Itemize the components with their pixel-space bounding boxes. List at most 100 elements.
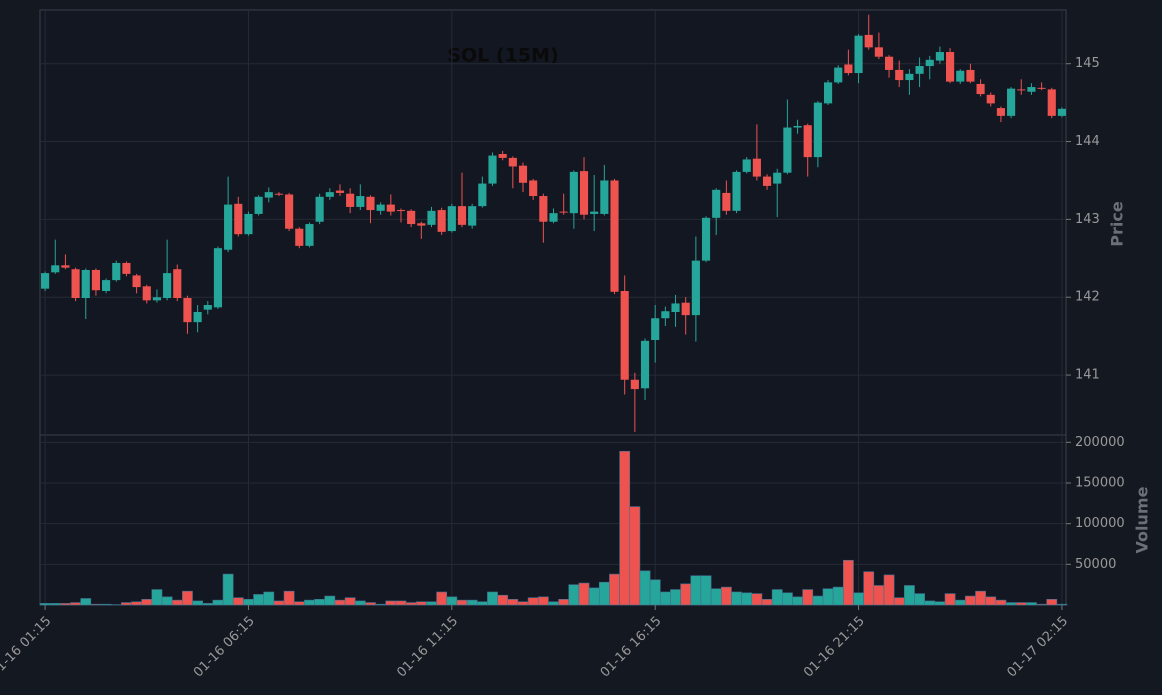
candle-body [315, 196, 324, 222]
candle-body [773, 172, 782, 184]
candle-body [1057, 108, 1066, 116]
volume-bar [283, 590, 295, 606]
candle-body [793, 125, 802, 128]
candle-body [386, 204, 395, 212]
volume-bar [609, 573, 620, 606]
candle-body [498, 154, 507, 158]
volume-bar [415, 601, 427, 606]
volume-bar [659, 591, 671, 606]
candle-body [244, 213, 253, 235]
volume-bar [365, 602, 376, 606]
candle-body [783, 127, 792, 173]
volume-bar [832, 586, 844, 606]
volume-bar [121, 602, 132, 606]
volume-bar [375, 603, 387, 606]
volume-bar [639, 570, 651, 606]
volume-bar [558, 599, 570, 606]
candle-body [529, 180, 538, 197]
volume-bar [222, 573, 234, 606]
candle-body [834, 67, 843, 83]
candle-body [986, 94, 995, 104]
candle-body [803, 125, 812, 158]
candle-body [915, 66, 924, 74]
volume-bar [995, 599, 1007, 606]
candle-body [274, 193, 284, 195]
candle-body [417, 223, 426, 226]
volume-bar [395, 600, 407, 606]
volume-bar [761, 599, 773, 606]
chart-title: SOL (15M) [447, 45, 558, 67]
volume-bar [812, 595, 824, 606]
x-tick-label: 01-16 01:15 [0, 614, 54, 681]
y-tick-label: 50000 [1075, 557, 1116, 572]
volume-axis-label: Volume [1133, 486, 1152, 553]
candle-body [213, 248, 223, 308]
candle-body [630, 379, 639, 390]
candle-body [457, 206, 467, 225]
candle-body [661, 311, 670, 319]
candle-body [437, 210, 446, 232]
y-tick-label: 150000 [1075, 475, 1125, 490]
candle-body [1047, 89, 1056, 116]
candle-body [895, 69, 904, 81]
candle-body [854, 35, 863, 74]
candle-body [366, 196, 375, 211]
volume-bar [344, 597, 356, 606]
candle-body [1017, 89, 1026, 91]
volume-bar [965, 595, 976, 606]
candle-body [254, 196, 263, 214]
candle-body [549, 213, 558, 222]
volume-bar [720, 586, 732, 606]
price-panel [39, 9, 1067, 436]
price-axis-label: Price [1108, 201, 1127, 247]
volume-bar [253, 594, 265, 606]
candle-body [305, 224, 314, 246]
volume-bar [548, 601, 559, 606]
candle-body [712, 189, 721, 218]
y-tick-label: 143 [1075, 212, 1100, 227]
volume-bar [446, 596, 458, 606]
volume-bar [171, 599, 183, 606]
volume-bar [314, 599, 326, 606]
candle-body [691, 260, 700, 316]
candle-body [610, 180, 619, 292]
volume-bar [100, 603, 112, 606]
candle-body [1027, 87, 1036, 92]
volume-bar [426, 601, 437, 606]
volume-bar [202, 603, 214, 606]
volume-bar [822, 588, 834, 606]
volume-bar [405, 602, 417, 606]
volume-bar [80, 598, 92, 606]
candle-body [590, 211, 599, 214]
candle-body [701, 217, 711, 261]
volume-bar [497, 594, 509, 606]
candle-body [966, 69, 975, 82]
volume-bar [904, 585, 915, 606]
volume-bar [731, 591, 742, 606]
candle-body [335, 190, 345, 193]
y-tick-label: 200000 [1075, 435, 1125, 450]
volume-bar [954, 599, 966, 606]
volume-bar [466, 599, 478, 606]
candle-body [732, 171, 741, 211]
candle-body [142, 286, 151, 301]
volume-panel [39, 434, 1067, 606]
volume-bar [60, 603, 71, 606]
candle-body [91, 269, 100, 291]
candle-body [620, 290, 629, 380]
x-tick-label: 01-16 16:15 [598, 614, 665, 681]
candle-body [285, 194, 294, 229]
volume-bar [476, 601, 488, 606]
y-tick-label: 100000 [1075, 516, 1125, 531]
volume-bar [649, 579, 661, 606]
candle-body [173, 269, 182, 299]
volume-bar [436, 591, 448, 606]
volume-bar [232, 597, 244, 606]
candle-body [61, 265, 70, 268]
volume-bar [1056, 603, 1068, 606]
volume-bar [843, 559, 854, 606]
candle-body [488, 155, 497, 184]
candle-body [976, 83, 985, 95]
candle-body [752, 158, 761, 177]
candle-body [996, 108, 1005, 116]
